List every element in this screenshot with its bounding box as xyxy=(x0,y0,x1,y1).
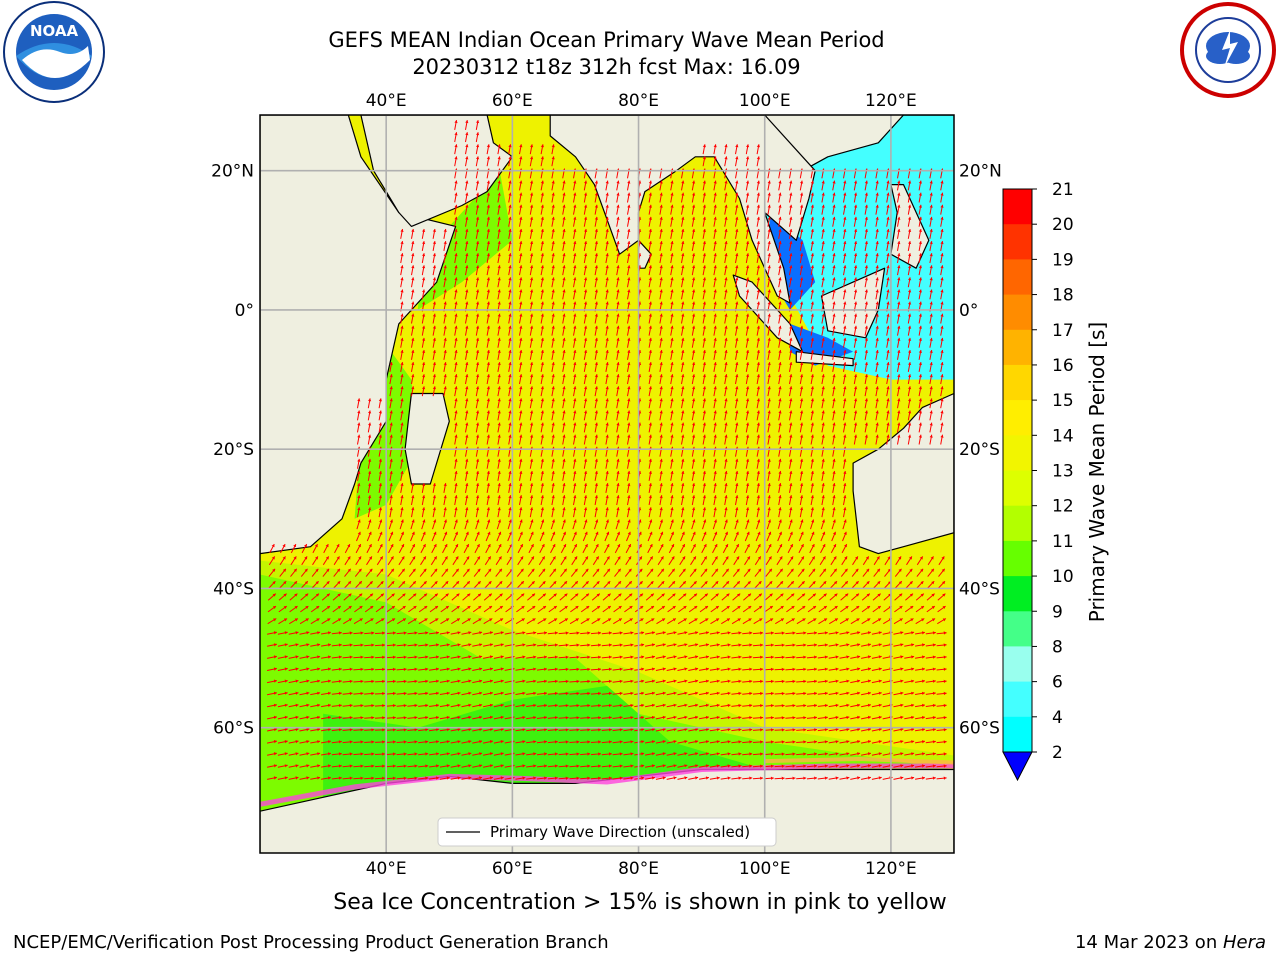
legend-box xyxy=(437,817,777,847)
lon-tick-top: 60°E xyxy=(492,91,533,111)
lat-tick-left: 40°S xyxy=(213,579,254,599)
colorbar-swatch xyxy=(1003,681,1032,718)
lat-tick-left: 20°N xyxy=(211,162,254,182)
colorbar-tick-label: 19 xyxy=(1052,250,1074,270)
noaa-logo: NOAA xyxy=(3,1,105,103)
lat-tick-right: 40°S xyxy=(959,579,1000,599)
colorbar-swatch xyxy=(1003,576,1032,612)
lon-tick-top: 100°E xyxy=(739,91,791,111)
colorbar-tick-label: 9 xyxy=(1052,602,1063,622)
lon-tick-bottom: 100°E xyxy=(739,859,791,879)
colorbar-tick-label: 17 xyxy=(1052,321,1074,341)
map-layers xyxy=(260,115,954,853)
colorbar-swatch xyxy=(1003,435,1032,471)
colorbar-tick-label: 14 xyxy=(1052,426,1074,446)
colorbar-tick-label: 16 xyxy=(1052,356,1074,376)
lat-tick-left: 20°S xyxy=(213,440,254,460)
lon-tick-bottom: 60°E xyxy=(492,859,533,879)
colorbar-swatch xyxy=(1003,364,1032,401)
colorbar xyxy=(1002,188,1037,782)
lat-tick-left: 60°S xyxy=(213,719,254,739)
lat-tick-right: 0° xyxy=(959,301,978,321)
colorbar-tick-label: 18 xyxy=(1052,286,1074,306)
footer-credit: NCEP/EMC/Verification Post Processing Pr… xyxy=(13,932,609,953)
lon-tick-top: 40°E xyxy=(366,91,407,111)
land-java xyxy=(795,351,854,367)
lon-tick-bottom: 80°E xyxy=(618,859,659,879)
colorbar-label: Primary Wave Mean Period [s] xyxy=(1085,321,1109,623)
colorbar-swatch xyxy=(1003,540,1032,577)
map-title: GEFS MEAN Indian Ocean Primary Wave Mean… xyxy=(328,28,885,52)
colorbar-swatch xyxy=(1003,611,1032,647)
colorbar-tick-label: 12 xyxy=(1052,497,1074,517)
wave-direction-arrows xyxy=(267,120,947,780)
legend-label: Primary Wave Direction (unscaled) xyxy=(490,823,750,841)
footer-date: 14 Mar 2023 on Hera xyxy=(1075,932,1266,953)
map-frame xyxy=(259,114,955,854)
colorbar-swatch xyxy=(1003,329,1032,366)
lat-tick-left: 0° xyxy=(235,301,254,321)
footer-date-text: 14 Mar 2023 on xyxy=(1074,932,1223,953)
colorbar-swatch xyxy=(1003,259,1032,296)
colorbar-swatch xyxy=(1003,505,1032,542)
map-subtitle: 20230312 t18z 312h fcst Max: 16.09 xyxy=(412,55,801,79)
colorbar-tick-label: 6 xyxy=(1052,673,1063,693)
colorbar-swatch xyxy=(1003,400,1032,436)
colorbar-tick-label: 20 xyxy=(1052,215,1074,235)
colorbar-tick-label: 15 xyxy=(1052,391,1074,411)
colorbar-swatch xyxy=(1003,716,1032,753)
lon-tick-bottom: 40°E xyxy=(366,859,407,879)
sea-ice-note: Sea Ice Concentration > 15% is shown in … xyxy=(333,890,947,915)
colorbar-swatch xyxy=(1003,189,1032,225)
colorbar-tick-label: 11 xyxy=(1052,532,1074,552)
colorbar-tick-label: 21 xyxy=(1052,180,1074,200)
lon-tick-top: 80°E xyxy=(618,91,659,111)
land-australia xyxy=(852,392,954,555)
colorbar-extend xyxy=(1002,751,1033,782)
colorbar-swatch xyxy=(1003,224,1032,260)
lon-tick-bottom: 120°E xyxy=(865,859,917,879)
sea-ice-band-2 xyxy=(764,756,954,765)
colorbar-swatch xyxy=(1003,294,1032,331)
nws-logo xyxy=(1180,2,1276,98)
colorbar-tick-label: 13 xyxy=(1052,462,1074,482)
colorbar-tick-label: 4 xyxy=(1052,708,1063,728)
lon-tick-top: 120°E xyxy=(865,91,917,111)
colorbar-tick-label: 8 xyxy=(1052,637,1063,657)
noaa-logo-text: NOAA xyxy=(30,22,79,40)
map-gridlines xyxy=(260,115,954,853)
colorbar-swatch xyxy=(1003,470,1032,507)
colorbar-tick-label: 10 xyxy=(1052,567,1074,587)
colorbar-tick-label: 2 xyxy=(1052,743,1063,763)
lat-tick-right: 20°N xyxy=(959,162,1002,182)
sea-ice-band xyxy=(260,763,954,807)
lat-tick-right: 60°S xyxy=(959,719,1000,739)
lat-tick-right: 20°S xyxy=(959,440,1000,460)
colorbar-swatch xyxy=(1003,646,1032,683)
footer-host: Hera xyxy=(1222,932,1266,953)
arrow-legend: Primary Wave Direction (unscaled) xyxy=(437,817,777,847)
